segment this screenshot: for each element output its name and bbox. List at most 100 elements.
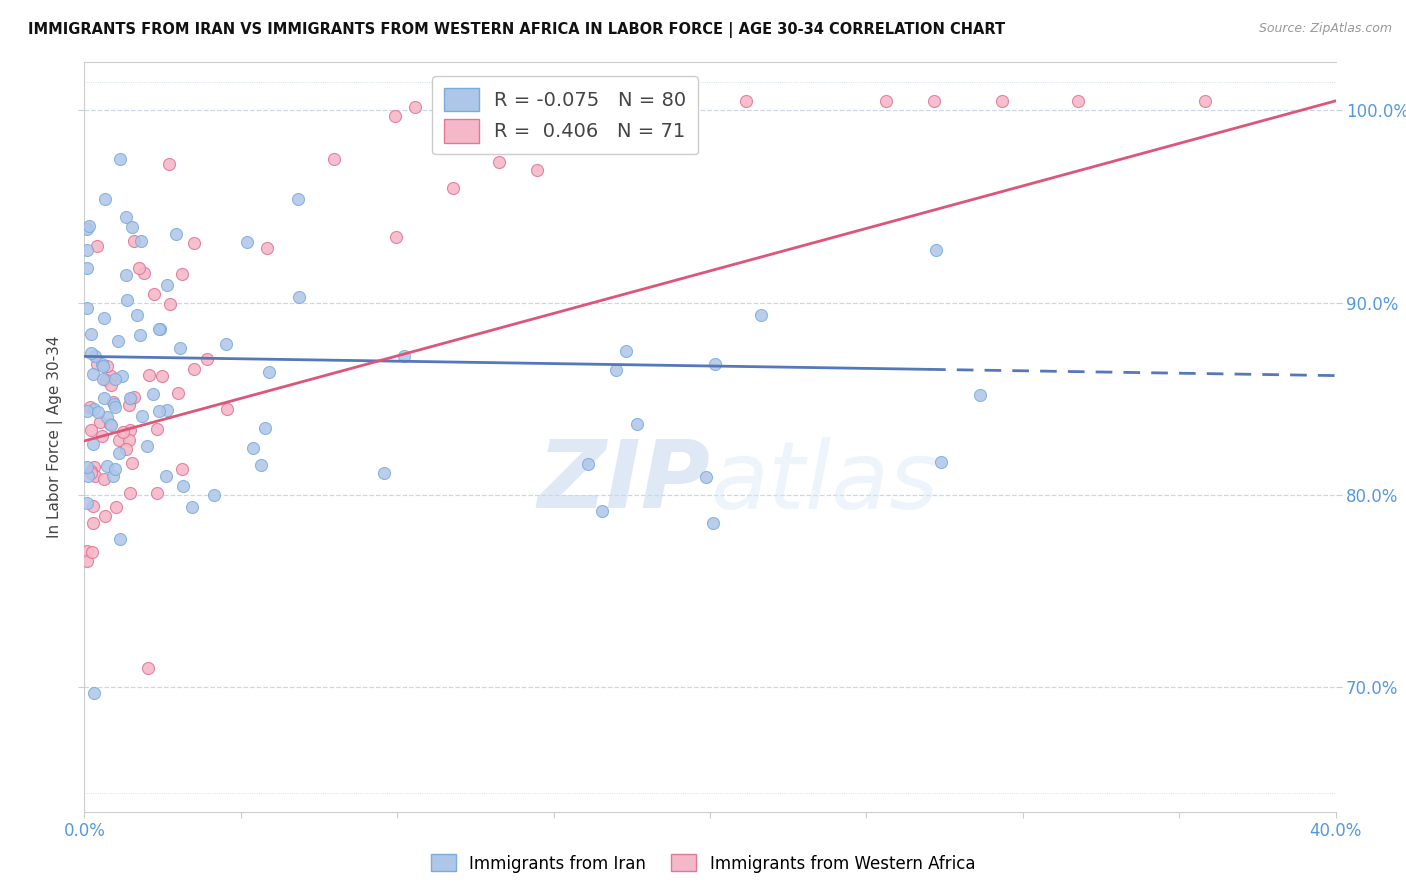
Point — [1067, 94, 1090, 108]
Point — [76, 222, 98, 236]
Point — [169, 341, 191, 355]
Point — [82, 516, 104, 530]
Point — [695, 470, 717, 484]
Point — [122, 390, 145, 404]
Point — [150, 368, 173, 383]
Point — [155, 277, 177, 292]
Point — [83, 468, 105, 483]
Point — [93, 391, 115, 405]
Point — [157, 156, 180, 170]
Point — [626, 417, 648, 431]
Text: IMMIGRANTS FROM IRAN VS IMMIGRANTS FROM WESTERN AFRICA IN LABOR FORCE | AGE 30-3: IMMIGRANTS FROM IRAN VS IMMIGRANTS FROM … — [28, 22, 1005, 38]
Point — [83, 402, 105, 417]
Point — [107, 334, 129, 348]
Point — [94, 192, 117, 206]
Point — [111, 425, 134, 439]
Point — [96, 359, 118, 373]
Point — [254, 421, 277, 435]
Point — [104, 462, 127, 476]
Point — [581, 94, 603, 108]
Point — [323, 152, 346, 166]
Text: Source: ZipAtlas.com: Source: ZipAtlas.com — [1258, 22, 1392, 36]
Point — [125, 308, 148, 322]
Point — [87, 405, 110, 419]
Point — [83, 685, 105, 699]
Point — [129, 234, 152, 248]
Point — [734, 94, 756, 108]
Point — [128, 261, 150, 276]
Point — [93, 472, 115, 486]
Point — [215, 402, 238, 417]
Point — [287, 192, 309, 206]
Point — [148, 322, 170, 336]
Point — [136, 660, 159, 674]
Point — [83, 460, 105, 475]
Point — [149, 322, 172, 336]
Point — [922, 94, 945, 108]
Point — [118, 433, 141, 447]
Y-axis label: In Labor Force | Age 30-34: In Labor Force | Age 30-34 — [46, 335, 63, 539]
Point — [82, 500, 104, 514]
Point — [76, 301, 98, 316]
Point — [259, 365, 281, 379]
Point — [183, 361, 205, 376]
Point — [605, 363, 627, 377]
Point — [288, 290, 311, 304]
Point — [96, 409, 118, 424]
Point — [929, 455, 952, 469]
Point — [138, 368, 160, 382]
Point — [159, 297, 181, 311]
Point — [131, 409, 153, 424]
Point — [250, 458, 273, 473]
Point — [76, 260, 98, 275]
Point — [80, 545, 103, 559]
Point — [103, 397, 125, 411]
Point — [146, 486, 169, 500]
Point — [80, 467, 103, 481]
Point — [236, 235, 259, 249]
Point — [128, 328, 150, 343]
Point — [90, 358, 112, 372]
Point — [122, 234, 145, 248]
Point — [79, 219, 101, 234]
Point — [385, 229, 408, 244]
Point — [392, 349, 415, 363]
Point — [749, 308, 772, 322]
Point — [98, 417, 121, 431]
Point — [242, 441, 264, 455]
Point — [875, 94, 897, 108]
Point — [441, 181, 464, 195]
Point — [118, 392, 141, 406]
Point — [155, 469, 177, 483]
Point — [120, 423, 142, 437]
Point — [167, 386, 190, 401]
Point — [108, 152, 131, 166]
Point — [104, 400, 127, 414]
Point — [86, 239, 108, 253]
Point — [181, 500, 204, 515]
Point — [76, 544, 98, 558]
Point — [591, 504, 613, 518]
Point — [91, 429, 114, 443]
Point — [183, 235, 205, 250]
Point — [256, 241, 278, 255]
Point — [100, 369, 122, 384]
Point — [924, 243, 946, 257]
Point — [991, 94, 1014, 108]
Point — [526, 162, 548, 177]
Point — [702, 516, 724, 530]
Legend: R = -0.075   N = 80, R =  0.406   N = 71: R = -0.075 N = 80, R = 0.406 N = 71 — [432, 76, 697, 154]
Point — [640, 128, 662, 142]
Point — [104, 372, 127, 386]
Point — [576, 457, 599, 471]
Point — [100, 418, 122, 433]
Point — [659, 94, 682, 108]
Point — [117, 293, 139, 307]
Point — [373, 467, 395, 481]
Point — [170, 461, 193, 475]
Point — [165, 227, 187, 242]
Point — [80, 464, 103, 478]
Point — [404, 100, 426, 114]
Point — [121, 456, 143, 470]
Point — [613, 94, 636, 108]
